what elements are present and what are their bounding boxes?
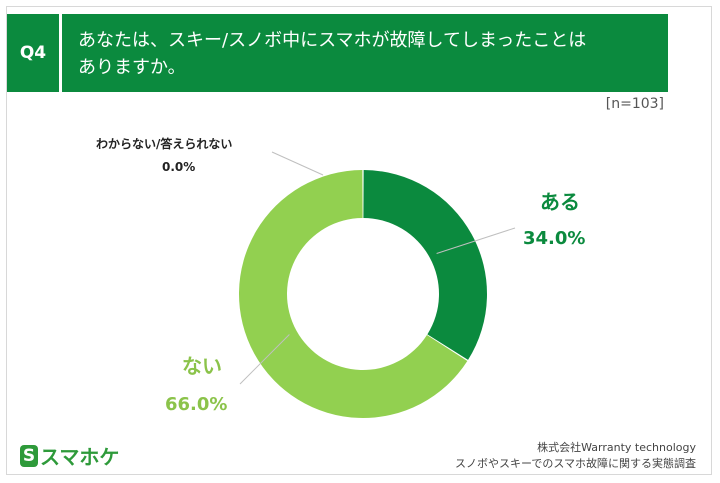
slice-no xyxy=(239,170,468,418)
label-no-value: 66.0% xyxy=(165,394,228,415)
logo-text: スマホケ xyxy=(40,445,120,469)
slice-dontknow-leader xyxy=(271,151,324,176)
question-number: Q4 xyxy=(7,14,59,92)
label-dontknow-value: 0.0% xyxy=(162,160,196,174)
question-text: あなたは、スキー/スノボ中にスマホが故障してしまったことは ありますか。 xyxy=(62,14,668,92)
card-frame xyxy=(6,6,712,475)
question-line-2: ありますか。 xyxy=(78,57,186,78)
question-line-1: あなたは、スキー/スノボ中にスマホが故障してしまったことは xyxy=(78,30,587,51)
leader-lines xyxy=(239,151,516,385)
sample-size: [n=103] xyxy=(605,96,664,112)
donut-slices xyxy=(239,170,487,418)
slice-yes xyxy=(363,170,487,360)
source-credit: 株式会社Warranty technology スノボやスキーでのスマホ故障に関… xyxy=(455,440,696,472)
logo-s-icon: S xyxy=(20,444,38,467)
source-company: 株式会社Warranty technology xyxy=(537,441,696,454)
brand-logo: S スマホケ xyxy=(20,441,119,470)
label-yes-name: ある xyxy=(540,190,580,214)
slice-yes-leader xyxy=(436,227,516,255)
label-no-name: ない xyxy=(182,354,222,378)
slice-no-leader xyxy=(239,334,290,385)
label-dontknow-name: わからない/答えられない xyxy=(96,137,233,151)
label-yes-value: 34.0% xyxy=(523,228,586,249)
source-survey: スノボやスキーでのスマホ故障に関する実態調査 xyxy=(454,457,696,470)
